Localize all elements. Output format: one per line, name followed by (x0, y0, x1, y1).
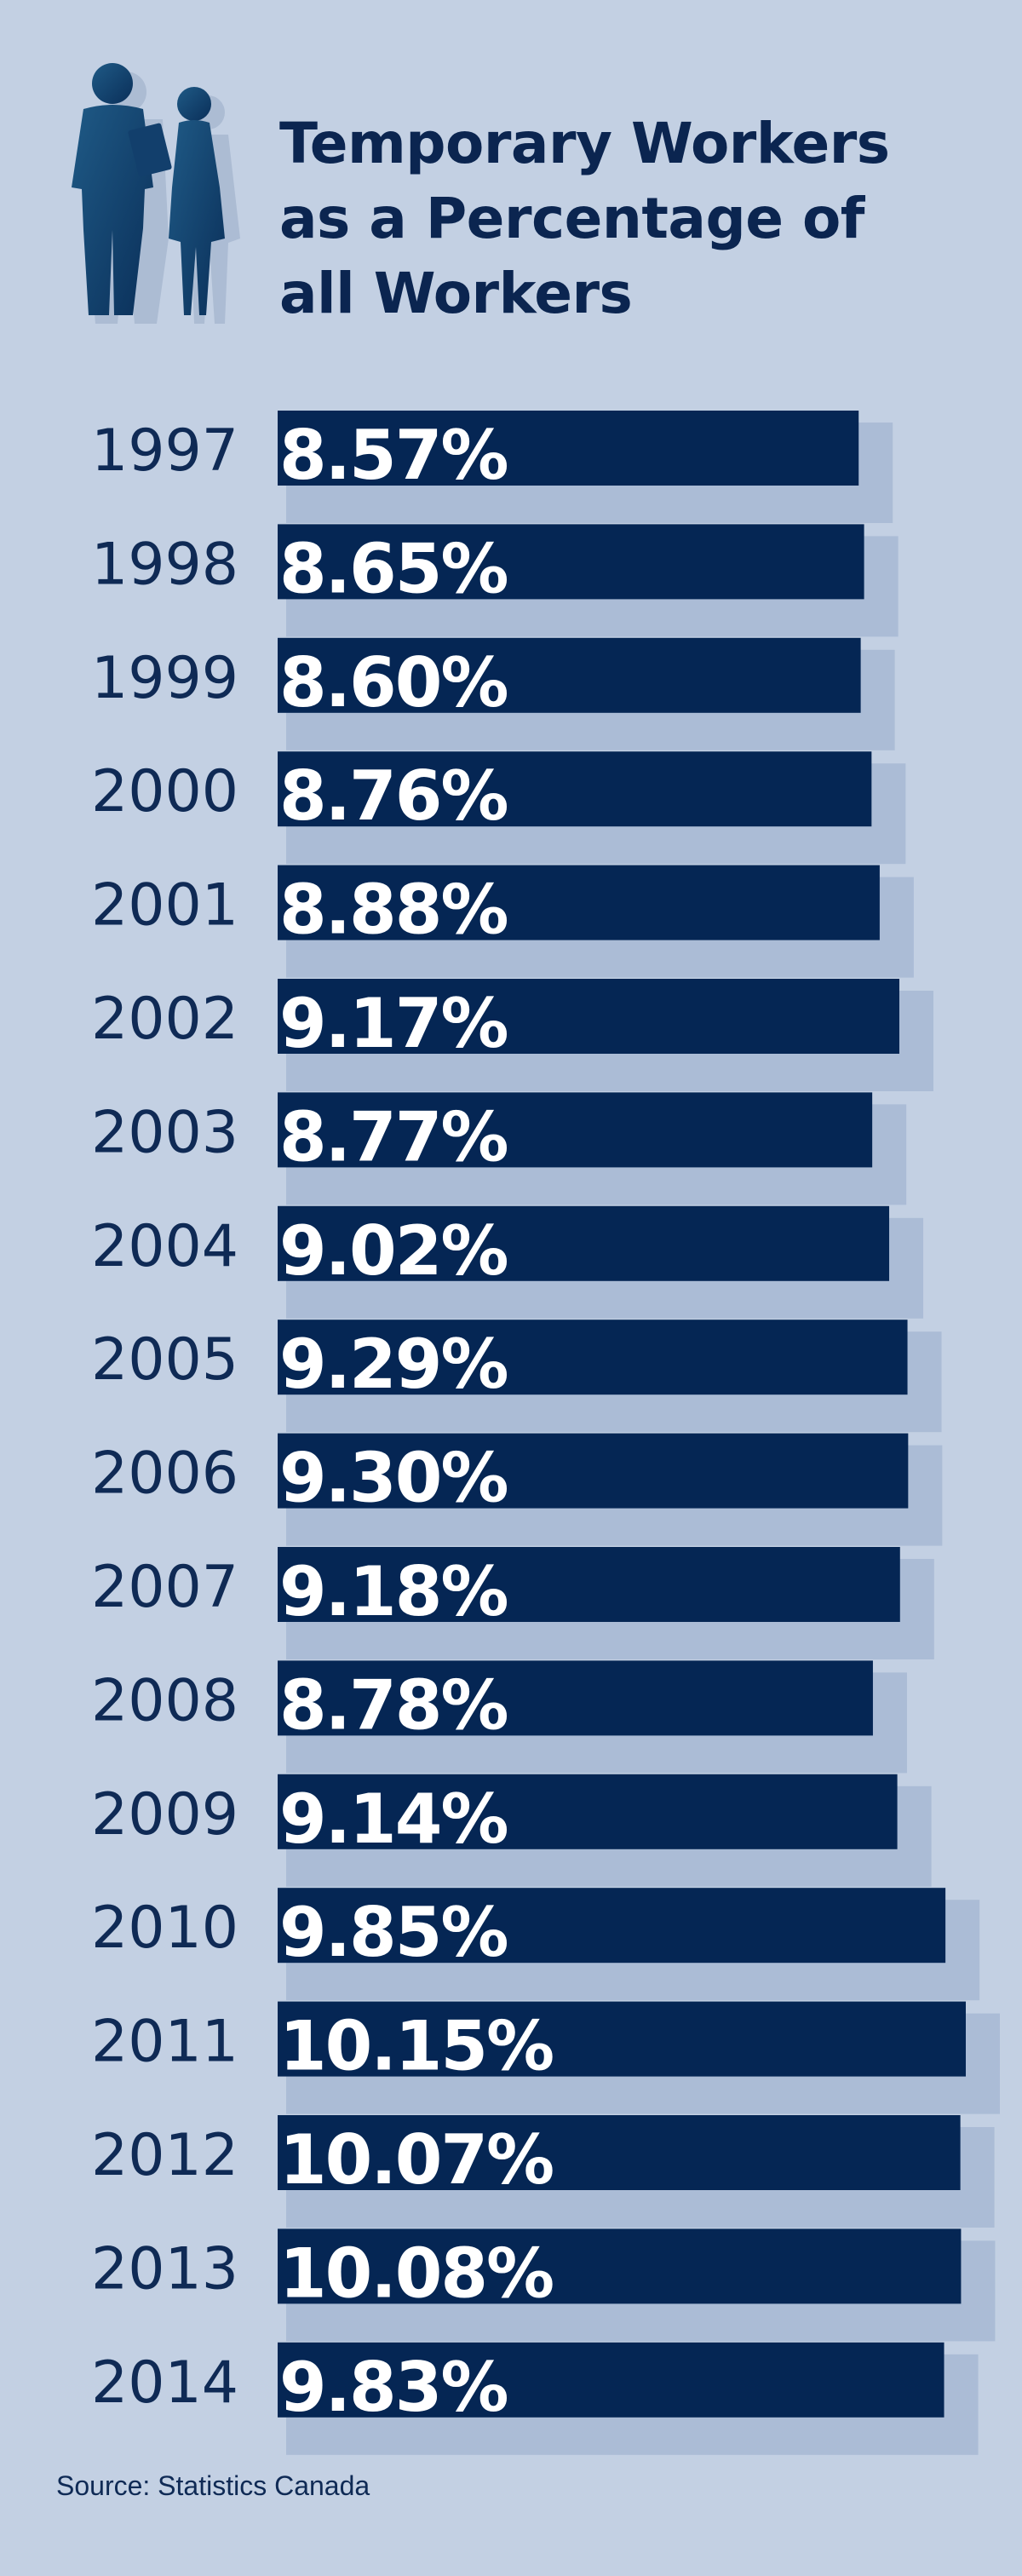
year-label-2010: 2010 (91, 1895, 238, 1962)
year-label-2014: 2014 (91, 2349, 238, 2417)
value-label-2002: 9.17% (279, 984, 508, 1063)
year-label-2002: 2002 (91, 986, 238, 1053)
year-label-2000: 2000 (91, 758, 238, 825)
bar-2001 (278, 865, 880, 940)
year-label-1997: 1997 (91, 417, 238, 485)
bar-2008 (278, 1660, 873, 1736)
bar-2003 (278, 1092, 873, 1168)
bar-2014 (278, 2342, 944, 2418)
year-label-1998: 1998 (91, 531, 238, 598)
value-label-2012: 10.07% (279, 2120, 553, 2199)
year-label-2005: 2005 (91, 1326, 238, 1394)
bar-2004 (278, 1205, 890, 1281)
value-label-2005: 9.29% (279, 1325, 508, 1404)
value-label-2008: 8.78% (279, 1665, 508, 1745)
year-label-1999: 1999 (91, 645, 238, 712)
page-title: Temporary Workers as a Percentage of all… (279, 111, 890, 326)
value-label-2006: 9.30% (279, 1439, 508, 1518)
bar-2010 (278, 1888, 946, 1964)
year-label-2011: 2011 (91, 2009, 238, 2076)
bar-2005 (278, 1320, 908, 1395)
value-label-1998: 8.65% (279, 529, 508, 608)
year-label-2003: 2003 (91, 1099, 238, 1166)
bar-2007 (278, 1547, 900, 1622)
bar-2013 (278, 2228, 962, 2304)
year-label-2013: 2013 (91, 2235, 238, 2303)
bar-2006 (278, 1433, 909, 1509)
year-label-2007: 2007 (91, 1554, 238, 1621)
bar-2002 (278, 979, 899, 1054)
business-people-silhouette-icon (72, 63, 240, 324)
value-label-2001: 8.88% (279, 871, 508, 950)
bar-1997 (278, 411, 859, 486)
value-label-2003: 8.77% (279, 1097, 508, 1176)
value-label-2013: 10.08% (279, 2234, 553, 2313)
value-label-2000: 8.76% (279, 756, 508, 836)
value-label-2004: 9.02% (279, 1211, 508, 1291)
year-label-2006: 2006 (91, 1440, 238, 1508)
value-label-2010: 9.85% (279, 1893, 508, 1972)
bar-1998 (278, 524, 864, 600)
value-label-1999: 8.60% (279, 643, 508, 722)
year-label-2009: 2009 (91, 1781, 238, 1849)
value-label-2009: 9.14% (279, 1780, 508, 1859)
value-label-1997: 8.57% (279, 416, 508, 495)
bar-2009 (278, 1774, 898, 1849)
bar-2012 (278, 2115, 961, 2190)
value-label-2011: 10.15% (279, 2007, 553, 2086)
value-label-2014: 9.83% (279, 2348, 508, 2427)
bar-1999 (278, 637, 861, 713)
year-label-2004: 2004 (91, 1213, 238, 1280)
bar-2011 (278, 2001, 966, 2077)
year-label-2001: 2001 (91, 872, 238, 940)
year-label-2012: 2012 (91, 2122, 238, 2189)
year-label-2008: 2008 (91, 1667, 238, 1734)
header: Temporary Workers as a Percentage of all… (0, 0, 1022, 358)
value-label-2007: 9.18% (279, 1552, 508, 1631)
source-note: Source: Statistics Canada (56, 2470, 370, 2501)
bar-2000 (278, 751, 872, 827)
